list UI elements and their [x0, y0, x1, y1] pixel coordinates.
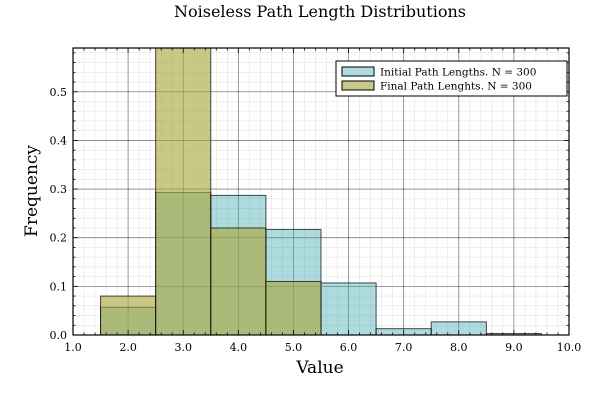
bar-initial [320, 282, 377, 336]
y-axis-label: Frequency [22, 145, 42, 237]
legend-swatch-final [341, 80, 375, 91]
bars [100, 47, 542, 336]
legend: Initial Path Lengths. N = 300 Final Path… [335, 60, 568, 97]
x-tick-label: 3.0 [174, 341, 192, 354]
legend-label-initial: Initial Path Lengths. N = 300 [380, 67, 536, 79]
legend-label-final: Final Path Lenghts. N = 300 [380, 81, 532, 93]
x-tick-label: 6.0 [340, 341, 358, 354]
x-tick-label: 8.0 [450, 341, 468, 354]
y-tick-labels: 0.0 0.1 0.2 0.3 0.4 0.5 [50, 86, 68, 342]
bar-final [155, 47, 212, 336]
x-tick-label: 7.0 [395, 341, 413, 354]
x-tick-label: 2.0 [119, 341, 137, 354]
x-tick-label: 9.0 [505, 341, 523, 354]
x-tick-label: 5.0 [285, 341, 303, 354]
x-tick-label: 1.0 [64, 341, 82, 354]
y-tick-label: 0.5 [50, 86, 68, 99]
x-axis-label: Value [295, 358, 343, 378]
bar-final [210, 227, 267, 336]
y-tick-label: 0.2 [50, 232, 68, 245]
y-tick-label: 0.0 [50, 329, 68, 342]
y-tick-label: 0.4 [50, 134, 68, 147]
bar-final [265, 280, 322, 336]
x-tick-label: 4.0 [230, 341, 248, 354]
plot-frame [72, 47, 570, 336]
x-tick-label: 10.0 [557, 341, 582, 354]
bar-final [100, 295, 157, 336]
y-tick-label: 0.3 [50, 183, 68, 196]
legend-swatch-initial [341, 66, 375, 77]
x-tick-labels: 1.0 2.0 3.0 4.0 5.0 6.0 7.0 8.0 9.0 10.0 [64, 341, 581, 354]
axis-ticks [72, 48, 570, 336]
chart-title: Noiseless Path Length Distributions [174, 2, 466, 21]
y-tick-label: 0.1 [50, 280, 68, 293]
